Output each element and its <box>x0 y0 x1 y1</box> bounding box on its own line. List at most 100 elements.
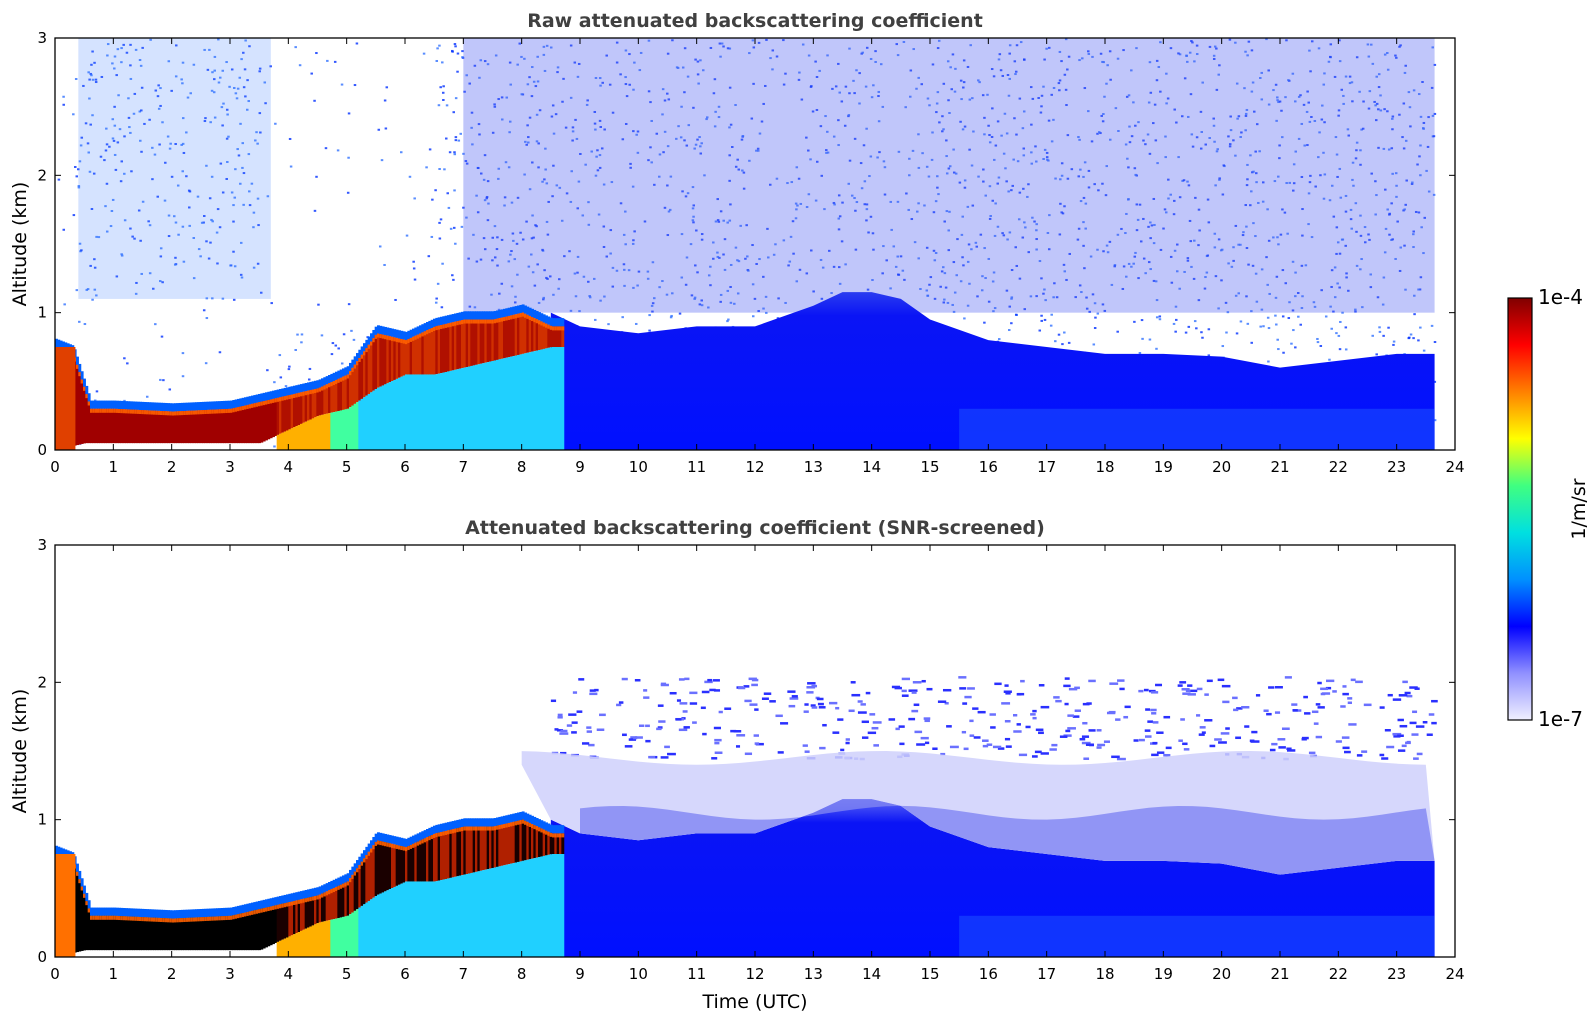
speckle <box>753 734 759 737</box>
noise-speck <box>1042 158 1045 161</box>
speckle <box>1428 713 1435 716</box>
noise-speck <box>968 148 971 151</box>
layer-core <box>367 344 371 394</box>
layer-edge <box>276 904 280 909</box>
layer-edge <box>129 409 133 414</box>
noise-speck <box>961 215 964 218</box>
layer-core <box>463 826 467 875</box>
below-layer-fill <box>414 374 418 450</box>
noise-speck <box>896 255 899 258</box>
noise-speck <box>1349 218 1353 221</box>
layer-edge <box>260 401 264 406</box>
noise-speck <box>1008 77 1011 80</box>
layer-core <box>218 916 222 951</box>
layer-core <box>115 408 119 444</box>
colorbar-min-label: 1e-7 <box>1538 707 1583 731</box>
noise-speck <box>1392 343 1395 346</box>
noise-speck <box>1094 316 1097 319</box>
noise-speck <box>1322 151 1325 154</box>
speckle <box>1342 746 1350 750</box>
noise-speck <box>648 329 651 332</box>
layer-core <box>255 402 259 444</box>
layer-fringe <box>276 389 280 398</box>
layer-edge <box>216 916 219 921</box>
layer-edge <box>94 408 98 413</box>
layer-edge <box>449 829 453 834</box>
noise-speck <box>881 105 885 108</box>
layer-core <box>351 874 355 913</box>
noise-speck <box>1031 97 1035 100</box>
noise-speck <box>658 175 661 178</box>
layer-fringe <box>507 307 511 316</box>
noise-speck <box>1391 115 1395 118</box>
layer-edge <box>472 319 476 324</box>
noise-speck <box>1038 329 1042 332</box>
layer-edge <box>454 321 457 326</box>
noise-speck <box>675 137 678 140</box>
noise-speck <box>576 75 580 78</box>
noise-speck <box>602 183 606 186</box>
layer-fringe <box>132 908 135 917</box>
noise-speck <box>987 257 991 260</box>
noise-speck <box>1108 240 1112 243</box>
noise-speck <box>807 149 810 152</box>
speckle <box>701 690 710 694</box>
layer-edge <box>164 411 168 416</box>
noise-speck <box>383 263 386 266</box>
noise-speck <box>864 85 868 88</box>
noise-speck <box>439 218 443 221</box>
layer-fringe <box>167 910 170 919</box>
x-tick-label: 16 <box>979 965 998 983</box>
noise-speck <box>1149 268 1152 271</box>
speckle <box>656 727 662 731</box>
noise-speck <box>1132 101 1135 104</box>
noise-speck <box>838 282 842 285</box>
noise-speck <box>485 195 489 198</box>
noise-speck <box>464 160 468 163</box>
layer-edge <box>524 313 527 318</box>
noise-speck <box>1250 341 1253 344</box>
noise-speck <box>1412 230 1415 233</box>
noise-speck <box>624 243 627 246</box>
noise-speck <box>1219 249 1223 252</box>
below-layer-fill <box>356 909 359 957</box>
layer-fringe <box>283 894 287 904</box>
noise-speck <box>1433 112 1437 115</box>
noise-speck <box>1186 60 1189 63</box>
noise-speck <box>526 124 529 127</box>
noise-speck <box>216 262 219 265</box>
speckle <box>1355 680 1363 684</box>
layer-fringe <box>139 908 142 918</box>
noise-speck <box>850 194 854 197</box>
noise-speck <box>161 121 164 124</box>
noise-speck <box>603 128 606 131</box>
noise-speck <box>764 295 768 298</box>
noise-speck <box>1349 208 1353 211</box>
layer-edge <box>353 364 357 369</box>
layer-fringe <box>83 378 86 387</box>
noise-speck <box>746 255 749 258</box>
layer-edge <box>304 898 308 903</box>
layer-core <box>127 409 131 444</box>
noise-speck <box>939 285 942 288</box>
layer-fringe <box>321 885 324 894</box>
noise-speck <box>1015 44 1019 47</box>
noise-speck <box>607 323 610 326</box>
layer-fringe <box>223 400 226 410</box>
noise-speck <box>456 52 460 55</box>
below-layer-fill <box>528 859 532 957</box>
noise-speck <box>536 263 539 266</box>
noise-speck <box>541 248 544 251</box>
noise-speck <box>1354 157 1358 160</box>
layer-fringe <box>391 835 394 844</box>
noise-speck <box>767 256 770 259</box>
speckle <box>664 745 670 749</box>
noise-speck <box>94 78 98 81</box>
layer-fringe <box>344 367 348 376</box>
noise-speck <box>129 64 132 67</box>
noise-speck <box>462 152 465 155</box>
layer-core <box>521 312 525 354</box>
colorbar-unit-label: 1/m/sr <box>1568 478 1590 539</box>
layer-fringe <box>300 384 303 393</box>
noise-speck <box>971 204 975 207</box>
